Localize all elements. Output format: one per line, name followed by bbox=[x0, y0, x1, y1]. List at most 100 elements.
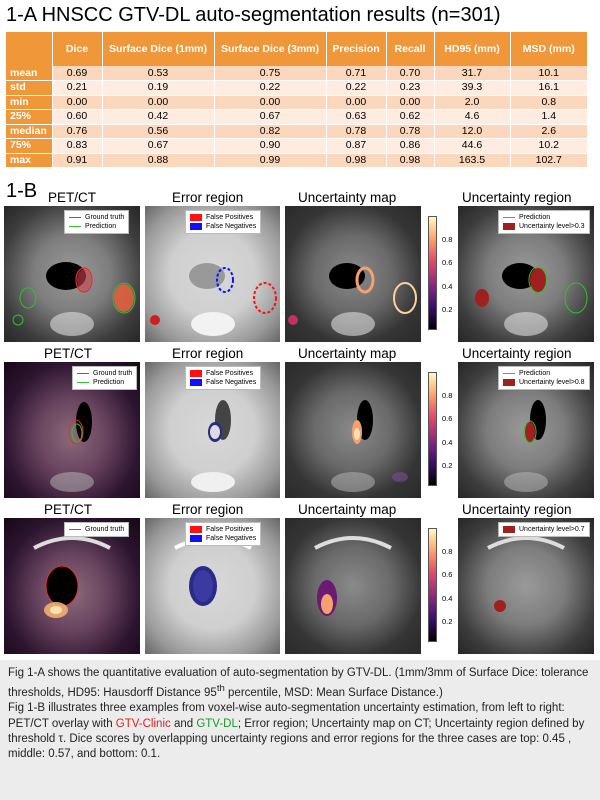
table-cell: 0.62 bbox=[386, 109, 435, 125]
table-cell: 0.00 bbox=[214, 95, 327, 110]
table-row-label: max bbox=[6, 153, 53, 168]
table-cell: 0.19 bbox=[102, 80, 215, 96]
table-header-cell: Dice bbox=[52, 32, 103, 66]
legend-label: Prediction bbox=[519, 214, 551, 221]
colorbar-tick: 0.4 bbox=[442, 438, 453, 447]
table-cell: 0.00 bbox=[326, 95, 387, 110]
gt-swatch bbox=[77, 373, 89, 374]
panel-title-umap: Uncertainty map bbox=[298, 502, 397, 517]
section-a-title: 1-A HNSCC GTV-DL auto-segmentation resul… bbox=[6, 4, 501, 26]
table-cell: 0.82 bbox=[214, 124, 327, 139]
table-cell: 0.00 bbox=[386, 95, 435, 110]
table-cell: 0.22 bbox=[214, 80, 327, 96]
table-header-cell: Precision bbox=[326, 32, 387, 66]
colorbar-3 bbox=[428, 528, 437, 642]
legend-label: False Negatives bbox=[206, 379, 257, 386]
fp-swatch bbox=[190, 526, 202, 533]
table-row-label: median bbox=[6, 124, 53, 139]
table-cell: 102.7 bbox=[510, 153, 588, 168]
caption-gtv-clinic: GTV-Clinic bbox=[115, 717, 171, 730]
panel-title-uregion: Uncertainty region bbox=[462, 190, 572, 205]
legend-label: False Positives bbox=[206, 370, 254, 377]
legend-uregion-3: Uncertainty level>0.7 bbox=[498, 522, 590, 537]
petct-overlay-3 bbox=[33, 536, 111, 618]
fn-swatch bbox=[190, 379, 202, 386]
table-cell: 0.99 bbox=[214, 153, 327, 168]
table-cell: 0.67 bbox=[214, 109, 327, 125]
error-overlay-1 bbox=[150, 263, 277, 336]
caption-text: and bbox=[170, 717, 197, 730]
unc-swatch bbox=[503, 379, 515, 386]
table-header-cell: MSD (mm) bbox=[510, 32, 588, 66]
legend-label: False Positives bbox=[206, 526, 254, 533]
table-cell: 39.3 bbox=[434, 80, 511, 96]
colorbar-2 bbox=[428, 372, 437, 486]
colorbar-tick: 0.8 bbox=[442, 391, 453, 400]
uregion-image-2: Prediction Uncertainty level>0.8 bbox=[458, 362, 594, 498]
caption-text: ; Error region; Uncertainty map on CT; U… bbox=[8, 717, 585, 761]
panel-title-error: Error region bbox=[172, 502, 244, 517]
unc-swatch bbox=[503, 526, 515, 533]
table-cell: 163.5 bbox=[434, 153, 511, 168]
table-cell: 0.88 bbox=[102, 153, 215, 168]
caption-text: percentile, MSD: Mean Surface Distance.) bbox=[224, 687, 443, 700]
caption-superscript: th bbox=[216, 683, 225, 695]
error-image-1: False Positives False Negatives bbox=[145, 206, 280, 342]
table-row: mean 0.69 0.53 0.75 0.71 0.70 31.7 10.1 bbox=[6, 66, 588, 81]
uregion-image-1: Prediction Uncertainty level>0.3 bbox=[458, 206, 594, 342]
table-cell: 0.8 bbox=[510, 95, 588, 110]
table-cell: 1.4 bbox=[510, 109, 588, 125]
fp-swatch bbox=[190, 370, 202, 377]
table-cell: 4.6 bbox=[434, 109, 511, 125]
pred-swatch bbox=[503, 373, 515, 374]
legend-error-1: False Positives False Negatives bbox=[185, 210, 262, 234]
table-cell: 0.78 bbox=[326, 124, 387, 139]
umap-overlay-2 bbox=[331, 400, 408, 492]
table-cell: 0.67 bbox=[102, 138, 215, 154]
table-header-row: Dice Surface Dice (1mm) Surface Dice (3m… bbox=[6, 32, 588, 66]
uregion-overlay-3 bbox=[487, 536, 565, 612]
table-cell: 0.98 bbox=[326, 153, 387, 168]
fn-swatch bbox=[190, 535, 202, 542]
table-cell: 0.71 bbox=[326, 66, 387, 81]
table-cell: 12.0 bbox=[434, 124, 511, 139]
legend-petct-3: Ground truth bbox=[64, 522, 130, 537]
colorbar-1 bbox=[428, 216, 437, 330]
colorbar-tick: 0.2 bbox=[442, 461, 453, 470]
table-cell: 0.00 bbox=[102, 95, 215, 110]
petct-image-1: Ground truth Prediction bbox=[4, 206, 140, 342]
table-cell: 0.63 bbox=[326, 109, 387, 125]
table-row: std 0.21 0.19 0.22 0.22 0.23 39.3 16.1 bbox=[6, 80, 588, 96]
legend-label: Prediction bbox=[93, 379, 125, 386]
panel-title-umap: Uncertainty map bbox=[298, 346, 397, 361]
table-cell: 10.2 bbox=[510, 138, 588, 154]
legend-petct-1: Ground truth Prediction bbox=[64, 210, 130, 234]
petct-overlay-1 bbox=[12, 262, 136, 336]
fn-swatch bbox=[190, 223, 202, 230]
legend-label: Ground truth bbox=[93, 370, 133, 377]
legend-label: Uncertainty level>0.8 bbox=[519, 379, 585, 386]
legend-label: Uncertainty level>0.7 bbox=[519, 526, 585, 533]
table-cell: 0.91 bbox=[52, 153, 103, 168]
table-cell: 0.42 bbox=[102, 109, 215, 125]
table-row: median 0.76 0.56 0.82 0.78 0.78 12.0 2.6 bbox=[6, 124, 588, 139]
legend-label: Prediction bbox=[85, 223, 117, 230]
table-cell: 0.56 bbox=[102, 124, 215, 139]
colorbar-tick: 0.4 bbox=[442, 282, 453, 291]
error-image-2: False Positives False Negatives bbox=[145, 362, 280, 498]
unc-swatch bbox=[503, 223, 515, 230]
umap-image-2 bbox=[285, 362, 421, 498]
caption-text: Fig 1-B illustrates three examples from … bbox=[8, 702, 565, 730]
table-cell: 44.6 bbox=[434, 138, 511, 154]
table-cell: 0.83 bbox=[52, 138, 103, 154]
colorbar-tick: 0.2 bbox=[442, 305, 453, 314]
uregion-overlay-2 bbox=[504, 400, 548, 492]
table-cell: 0.53 bbox=[102, 66, 215, 81]
table-cell: 0.70 bbox=[386, 66, 435, 81]
table-row-label: 25% bbox=[6, 109, 53, 125]
legend-petct-2: Ground truth Prediction bbox=[72, 366, 138, 390]
caption-gtv-dl: GTV-DL bbox=[196, 717, 238, 730]
umap-overlay-3 bbox=[314, 536, 392, 616]
panel-title-error: Error region bbox=[172, 190, 244, 205]
panel-title-petct: PET/CT bbox=[48, 190, 97, 205]
